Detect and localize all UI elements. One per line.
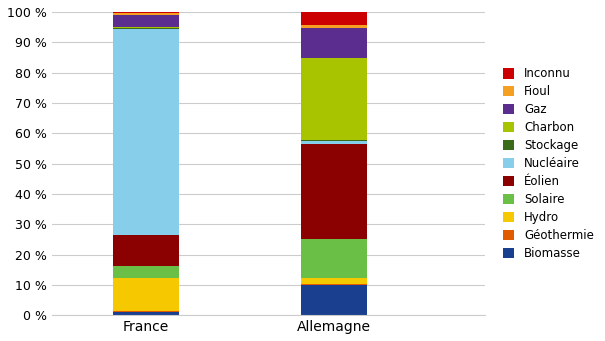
Bar bbox=[113, 28, 178, 29]
Bar bbox=[301, 278, 367, 284]
Bar bbox=[301, 28, 367, 58]
Legend: Inconnu, Fioul, Gaz, Charbon, Stockage, Nucléaire, Éolien, Solaire, Hydro, Géoth: Inconnu, Fioul, Gaz, Charbon, Stockage, … bbox=[499, 64, 597, 263]
Bar bbox=[113, 27, 178, 28]
Bar bbox=[301, 284, 367, 285]
Bar bbox=[113, 235, 178, 266]
Bar bbox=[113, 278, 178, 311]
Bar bbox=[113, 29, 178, 235]
Bar bbox=[301, 12, 367, 25]
Bar bbox=[301, 140, 367, 141]
Bar bbox=[301, 239, 367, 278]
Bar bbox=[113, 312, 178, 315]
Bar bbox=[113, 311, 178, 312]
Bar bbox=[301, 285, 367, 315]
Bar bbox=[113, 266, 178, 278]
Bar bbox=[301, 25, 367, 28]
Bar bbox=[113, 13, 178, 15]
Bar bbox=[113, 12, 178, 13]
Bar bbox=[301, 58, 367, 140]
Bar bbox=[113, 15, 178, 27]
Bar bbox=[301, 144, 367, 239]
Bar bbox=[301, 141, 367, 144]
